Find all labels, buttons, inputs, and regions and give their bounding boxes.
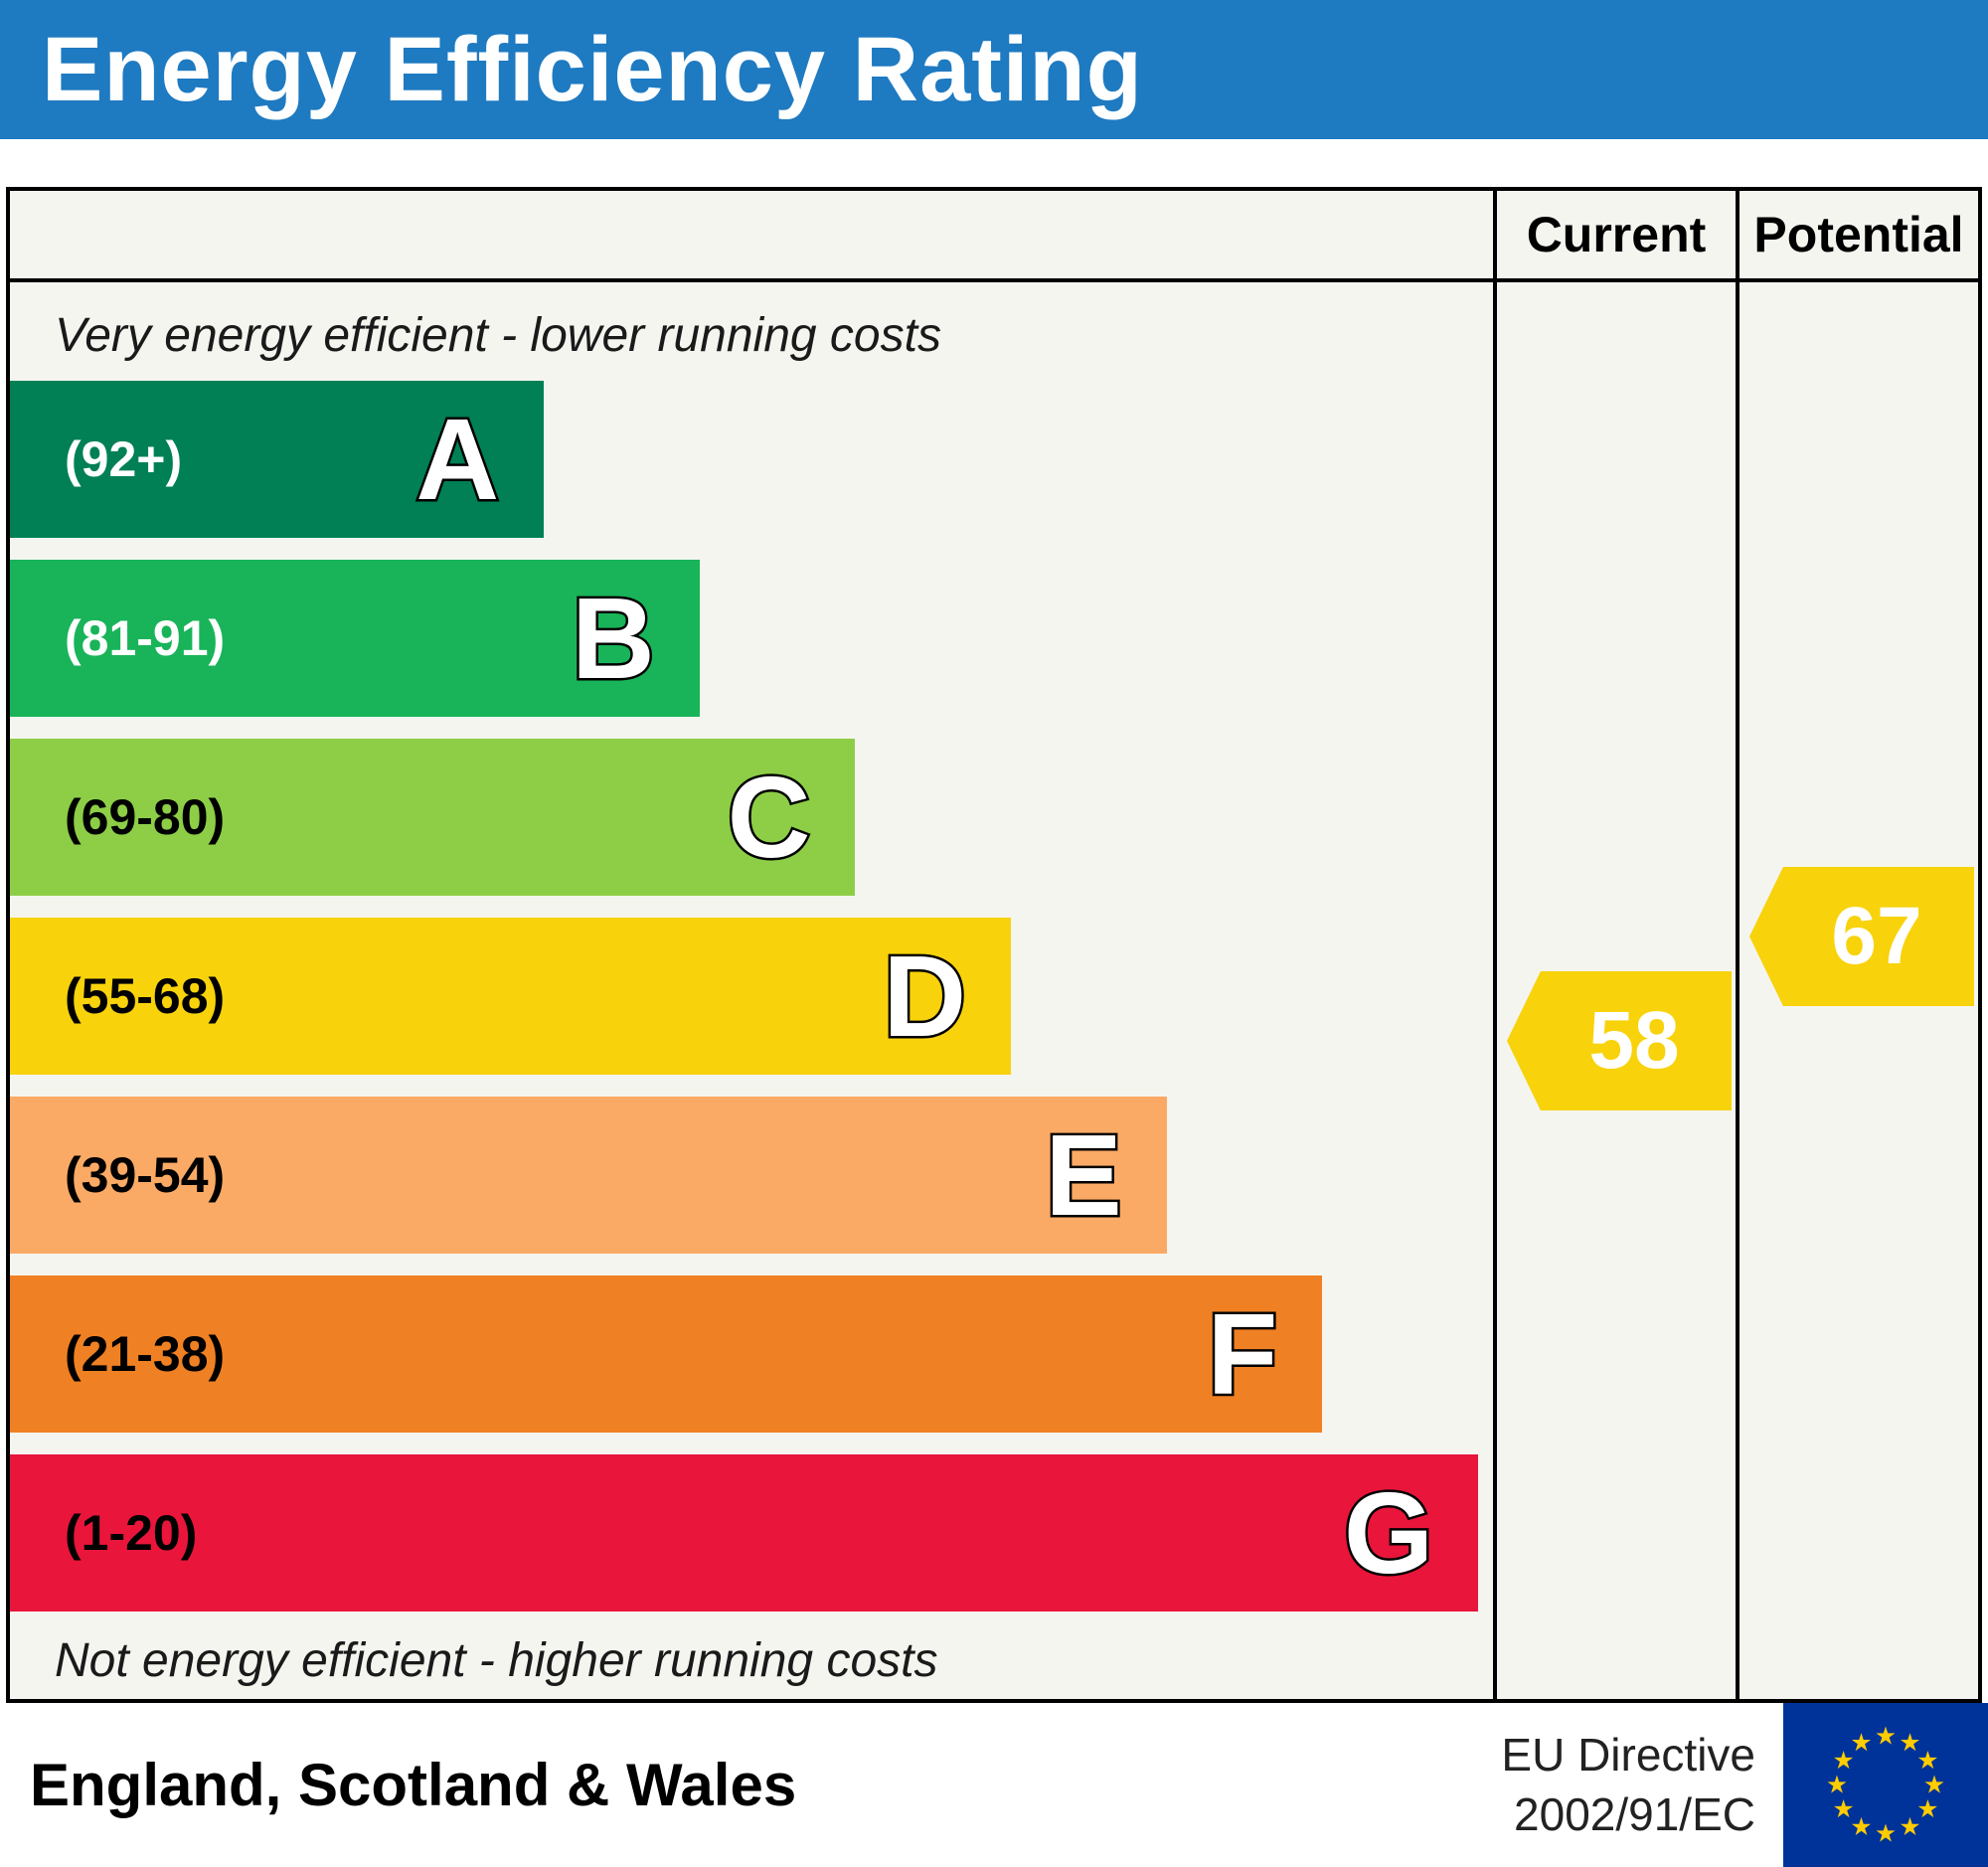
bands-column: Very energy efficient - lower running co… (10, 282, 1493, 1699)
band-c-letter: C (725, 753, 813, 882)
top-note: Very energy efficient - lower running co… (55, 309, 941, 362)
bottom-note: Not energy efficient - higher running co… (55, 1634, 938, 1687)
band-g: (1-20) G (10, 1454, 1479, 1612)
current-column: 58 (1493, 282, 1736, 1699)
band-c-range: (69-80) (65, 789, 226, 845)
potential-value: 67 (1831, 891, 1922, 981)
eu-directive-line2: 2002/91/EC (1514, 1787, 1755, 1840)
current-value: 58 (1588, 995, 1680, 1086)
band-g-range: (1-20) (65, 1505, 198, 1561)
footer: England, Scotland & Wales EU Directive 2… (0, 1703, 1988, 1867)
rating-bands: (92+) A (81-91) B (69-80) C (55-68) D (10, 381, 1493, 1612)
potential-marker: 67 (1749, 867, 1974, 1006)
current-marker: 58 (1507, 971, 1732, 1110)
band-b-range: (81-91) (65, 610, 226, 666)
band-d: (55-68) D (10, 918, 1012, 1075)
band-b: (81-91) B (10, 560, 700, 717)
band-g-letter: G (1341, 1468, 1435, 1598)
eu-directive-label: EU Directive 2002/91/EC (1501, 1726, 1755, 1845)
banner-gap (0, 139, 1988, 187)
rating-table: Current Potential Very energy efficient … (6, 187, 1982, 1703)
band-a-letter: A (414, 395, 502, 524)
band-f-range: (21-38) (65, 1326, 226, 1382)
region-label: England, Scotland & Wales (30, 1752, 797, 1818)
band-e-letter: E (1043, 1110, 1124, 1240)
title-banner: Energy Efficiency Rating (0, 0, 1988, 139)
band-e-range: (39-54) (65, 1147, 226, 1203)
page-title: Energy Efficiency Rating (42, 18, 1143, 120)
band-f: (21-38) F (10, 1275, 1323, 1433)
band-d-range: (55-68) (65, 968, 226, 1024)
band-f-letter: F (1205, 1289, 1280, 1419)
band-d-letter: D (881, 932, 969, 1061)
band-c: (69-80) C (10, 739, 856, 896)
table-header-row: Current Potential (10, 191, 1978, 282)
band-e: (39-54) E (10, 1097, 1167, 1254)
current-column-header: Current (1493, 191, 1736, 278)
band-a-range: (92+) (65, 431, 183, 487)
band-a: (92+) A (10, 381, 545, 538)
eu-flag-icon (1783, 1703, 1988, 1867)
table-body-row: Very energy efficient - lower running co… (10, 282, 1978, 1699)
eu-directive-line1: EU Directive (1501, 1728, 1755, 1781)
header-spacer (10, 191, 1493, 278)
potential-column-header: Potential (1736, 191, 1978, 278)
potential-column: 67 (1736, 282, 1978, 1699)
band-b-letter: B (569, 574, 657, 703)
